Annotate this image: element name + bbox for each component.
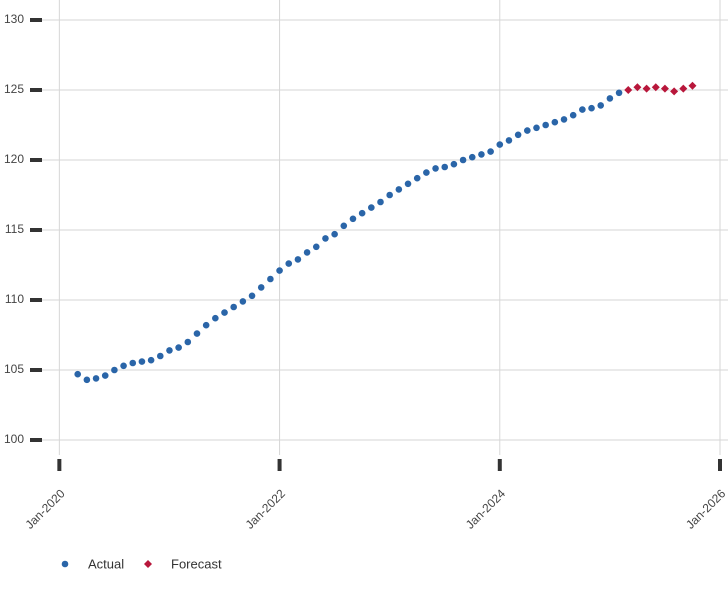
point bbox=[166, 347, 173, 354]
point bbox=[423, 169, 430, 176]
point bbox=[404, 180, 412, 188]
legend-label: Forecast bbox=[171, 556, 222, 571]
x-tick-label: Jan-2024 bbox=[463, 486, 509, 532]
point bbox=[579, 106, 586, 113]
point bbox=[74, 370, 82, 378]
point bbox=[505, 137, 513, 144]
point bbox=[212, 314, 219, 322]
x-tick-label: Jan-2020 bbox=[22, 486, 68, 532]
point bbox=[239, 298, 247, 305]
point bbox=[101, 372, 109, 379]
point bbox=[542, 121, 549, 129]
point bbox=[294, 256, 302, 263]
y-tick-label: 100 bbox=[4, 432, 24, 446]
point bbox=[322, 235, 329, 242]
point bbox=[597, 102, 605, 109]
point bbox=[358, 209, 366, 217]
point bbox=[533, 124, 540, 132]
point bbox=[303, 249, 311, 256]
point bbox=[147, 356, 155, 364]
point bbox=[569, 111, 577, 119]
y-tick-label: 120 bbox=[4, 152, 24, 166]
y-tick-label: 125 bbox=[4, 82, 24, 96]
point bbox=[670, 87, 679, 96]
legend-marker bbox=[61, 560, 69, 568]
point bbox=[193, 330, 201, 337]
point bbox=[349, 215, 357, 223]
point bbox=[413, 174, 421, 182]
point bbox=[221, 309, 228, 316]
y-tick-label: 110 bbox=[5, 292, 24, 306]
point bbox=[129, 359, 137, 367]
point bbox=[267, 275, 274, 283]
point bbox=[487, 148, 494, 155]
point bbox=[138, 358, 146, 365]
point bbox=[606, 95, 614, 102]
legend-label: Actual bbox=[88, 556, 124, 571]
point bbox=[478, 151, 485, 158]
point bbox=[660, 84, 669, 93]
point bbox=[331, 230, 338, 238]
point bbox=[248, 292, 256, 300]
point bbox=[276, 267, 283, 274]
point bbox=[633, 83, 642, 92]
point bbox=[184, 338, 192, 346]
point bbox=[111, 366, 118, 374]
point bbox=[285, 260, 293, 267]
point bbox=[377, 198, 384, 206]
point bbox=[83, 376, 91, 384]
point bbox=[386, 191, 393, 199]
point bbox=[156, 352, 164, 360]
x-tick-label: Jan-2026 bbox=[683, 486, 728, 532]
point bbox=[368, 204, 375, 211]
point bbox=[514, 131, 522, 139]
point bbox=[615, 89, 623, 97]
point bbox=[459, 156, 467, 164]
point bbox=[175, 344, 182, 351]
point bbox=[312, 243, 320, 251]
point bbox=[202, 321, 210, 329]
y-tick-label: 130 bbox=[4, 12, 24, 26]
point bbox=[524, 127, 531, 134]
x-tick-label: Jan-2022 bbox=[243, 486, 289, 532]
point bbox=[257, 284, 265, 291]
point bbox=[496, 141, 504, 148]
point bbox=[468, 153, 476, 161]
y-tick-label: 115 bbox=[5, 222, 24, 236]
legend-marker bbox=[144, 560, 152, 568]
point bbox=[624, 86, 633, 94]
point bbox=[432, 165, 439, 172]
point bbox=[230, 303, 237, 311]
point bbox=[450, 160, 458, 168]
point bbox=[92, 375, 100, 382]
point bbox=[441, 163, 449, 171]
point bbox=[120, 362, 127, 370]
point bbox=[340, 222, 348, 230]
plot-area bbox=[38, 0, 728, 455]
point bbox=[679, 84, 688, 93]
point bbox=[688, 81, 697, 90]
point bbox=[651, 83, 660, 92]
point bbox=[588, 104, 595, 112]
point bbox=[395, 186, 403, 193]
y-tick-label: 105 bbox=[4, 362, 24, 376]
point bbox=[560, 116, 568, 123]
point bbox=[551, 118, 559, 126]
point bbox=[642, 84, 651, 93]
